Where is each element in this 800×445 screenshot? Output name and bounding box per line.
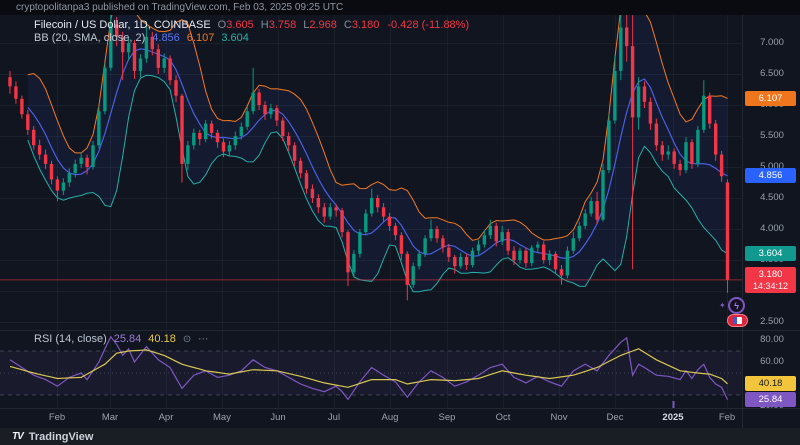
ohlc-low-label: L <box>303 19 310 31</box>
bb-legend: BB (20, SMA, close, 2) 4.856 6.107 3.604 <box>34 32 249 44</box>
time-tick-label: Oct <box>495 412 511 423</box>
rsi-tick-label: 80.00 <box>760 334 784 345</box>
symbol-title[interactable]: Filecoin / US Dollar, 1D, COINBASE <box>34 19 211 31</box>
symbol-legend: Filecoin / US Dollar, 1D, COINBASE O3.605… <box>34 19 469 31</box>
time-tick-label: Jul <box>327 412 341 423</box>
change-value: -0.428 (-11.88%) <box>387 19 470 31</box>
price-countdown: 14:34:12 <box>752 280 789 291</box>
rsi-legend: RSI (14, close) 25.84 40.18 ⊙ ⋯ <box>34 333 208 346</box>
rsi-value-badge: 25.84 <box>745 392 796 408</box>
time-tick-label: May <box>213 412 231 423</box>
lightning-glyph: ϟ <box>734 300 739 311</box>
price-tick-label: 2.500 <box>760 316 784 327</box>
bb-indicator-name[interactable]: BB (20, SMA, close, 2) <box>34 32 146 44</box>
time-tick-label: Apr <box>158 412 174 423</box>
bb-lower-badge: 3.604 <box>745 246 796 262</box>
visibility-eye-icon[interactable]: ⊙ <box>182 334 192 345</box>
rsi-indicator-name[interactable]: RSI (14, close) <box>34 333 107 345</box>
price-tick-label: 6.500 <box>760 68 784 79</box>
bb-basis-value: 4.856 <box>152 32 180 44</box>
bb-upper-value: 6.107 <box>186 32 215 44</box>
ohlc-open-value: 3.605 <box>226 19 254 31</box>
price-tick-label: 5.500 <box>760 130 784 141</box>
bb-basis-badge: 4.856 <box>745 168 796 184</box>
time-tick-label: Jun <box>270 412 286 423</box>
last-price-badge: 3.180 14:34:12 <box>745 266 796 293</box>
ohlc-high-label: H <box>260 19 269 31</box>
sparkle-icon: ✦ <box>719 301 726 310</box>
time-tick-label: Mar <box>101 412 119 423</box>
emoji-sticker-lightning-icon[interactable]: ϟ <box>728 297 745 314</box>
rsi-value: 25.84 <box>113 333 142 345</box>
time-tick-label: 2025 <box>662 412 684 423</box>
last-price-value: 3.180 <box>758 268 783 280</box>
footer-bar: TV TradingView <box>0 428 800 445</box>
emoji-sticker-flag-icon[interactable] <box>727 314 748 327</box>
header-text: cryptopolitanpa3 published on TradingVie… <box>16 2 344 13</box>
ohlc-low-value: 2.968 <box>309 19 337 31</box>
time-tick-label: Nov <box>550 412 568 423</box>
price-tick-label: 4.000 <box>760 223 784 234</box>
tradingview-logo-icon[interactable]: TV <box>12 431 24 442</box>
rsi-tick-label: 60.00 <box>760 356 784 367</box>
time-tick-label: Aug <box>381 412 399 423</box>
time-tick-label: Feb <box>48 412 66 423</box>
tradingview-brand-link[interactable]: TradingView <box>28 430 94 443</box>
ohlc-open-label: O <box>217 19 227 31</box>
time-tick-label: Dec <box>606 412 624 423</box>
time-tick-label: Feb <box>718 412 736 423</box>
rsi-ma-badge: 40.18 <box>745 376 796 392</box>
more-options-icon[interactable]: ⋯ <box>198 334 209 345</box>
bb-lower-value: 3.604 <box>221 32 249 44</box>
ohlc-close-value: 3.180 <box>351 19 380 31</box>
price-tick-label: 4.500 <box>760 192 784 203</box>
bb-upper-badge: 6.107 <box>745 90 796 106</box>
price-tick-label: 5.000 <box>760 161 784 172</box>
flag-glyph <box>733 317 742 324</box>
snapshot-header: cryptopolitanpa3 published on TradingVie… <box>0 0 800 15</box>
ohlc-close-label: C <box>343 19 352 31</box>
ohlc-high-value: 3.758 <box>268 19 297 31</box>
price-tick-label: 7.000 <box>760 37 784 48</box>
rsi-ma-value: 40.18 <box>148 333 176 345</box>
time-tick-label: Sep <box>438 412 456 423</box>
